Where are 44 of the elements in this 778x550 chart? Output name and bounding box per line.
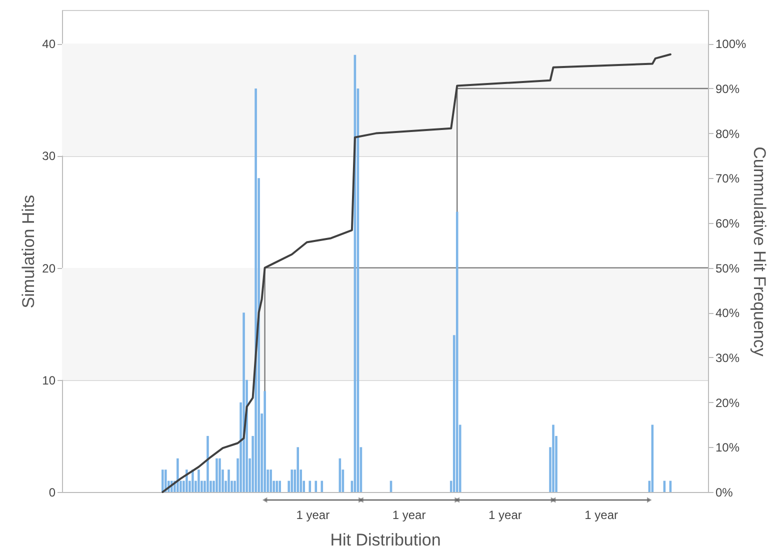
bar [254, 88, 257, 492]
bar [552, 424, 554, 492]
bar [176, 458, 179, 492]
y2-tick-label: 20% [716, 396, 740, 410]
text: 1 year [392, 508, 426, 522]
y-tick-label: 20 [42, 261, 56, 276]
bar [216, 458, 218, 492]
bar [228, 470, 230, 492]
bar [242, 312, 245, 492]
bar [276, 480, 278, 492]
y2-tick-label: 0% [716, 486, 734, 500]
bar [192, 470, 194, 492]
bar [290, 470, 293, 492]
y-tick-label: 30 [42, 149, 56, 164]
y2-tick-label: 30% [716, 350, 740, 365]
y2-tick-label: 80% [716, 126, 740, 141]
y-axis-title: Simulation Hits [19, 194, 38, 308]
y-tick-label: 0 [48, 486, 56, 500]
text: 1 year [296, 508, 330, 522]
bar [206, 436, 209, 492]
y2-tick-label: 90% [716, 82, 740, 96]
bar [198, 470, 200, 492]
bar [456, 212, 458, 492]
bar [164, 470, 167, 492]
y2-tick-label: 70% [716, 172, 740, 186]
y2-tick-label: 100% [716, 37, 747, 52]
bar [270, 470, 272, 492]
y2-axis-title: Cummulative Hit Frequency [750, 146, 770, 357]
y-tick-label: 10 [42, 373, 56, 388]
x-axis-title: Hit Distribution [330, 530, 441, 550]
bar [278, 480, 281, 492]
y-tick-label: 40 [42, 37, 56, 52]
y2-tick-label: 50% [716, 261, 740, 276]
y2-tick-label: 10% [716, 440, 740, 455]
y2-tick-label: 60% [716, 216, 740, 230]
text: 1 year [584, 508, 618, 522]
bar [308, 480, 312, 492]
line-series [162, 53, 672, 493]
bar [264, 391, 266, 492]
bar [218, 458, 221, 492]
y2-tick-label: 40% [716, 306, 740, 320]
bar [162, 470, 164, 492]
text: 1 year [488, 508, 522, 522]
bar [296, 447, 300, 492]
